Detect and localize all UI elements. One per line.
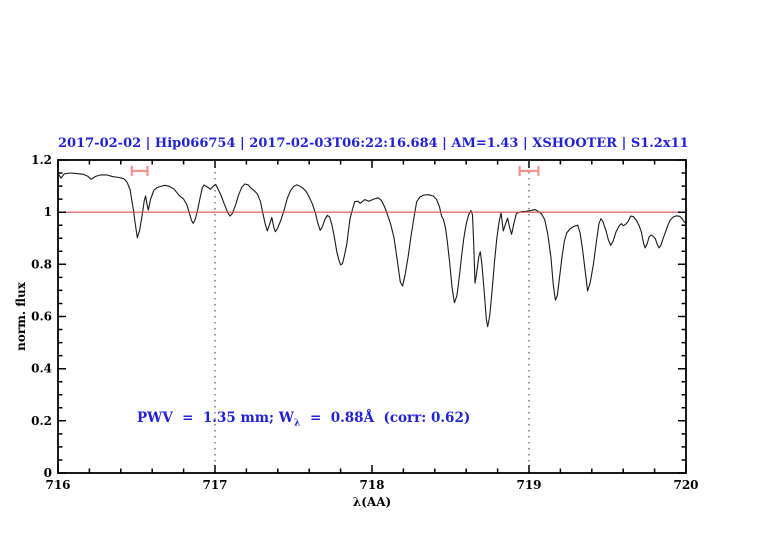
- x-tick-label-719: 719: [516, 478, 541, 492]
- x-tick-label-716: 716: [45, 478, 70, 492]
- telluric-range-marker-2: [518, 165, 540, 176]
- x-tick-label-718: 718: [359, 478, 384, 492]
- y-tick-label-0.6: 0.6: [31, 310, 52, 324]
- axis-ticks: [57, 159, 687, 474]
- pwv-annotation-lambda-subscript: λ: [293, 417, 301, 429]
- pwv-annotation: PWV = 1.35 mm; Wλ = 0.88Å (corr: 0.62): [137, 410, 470, 429]
- x-axis-label: λ(AA): [352, 495, 392, 509]
- plot-title: 2017-02-02 | Hip066754 | 2017-02-03T06:2…: [58, 136, 689, 151]
- y-tick-label-1.2: 1.2: [31, 153, 52, 167]
- y-tick-label-0.8: 0.8: [31, 257, 52, 271]
- pwv-annotation-pre: PWV = 1.35 mm; W: [137, 410, 294, 426]
- y-tick-label-0: 0: [44, 466, 52, 480]
- pwv-annotation-post: = 0.88Å (corr: 0.62): [300, 410, 471, 426]
- y-tick-label-1: 1: [44, 205, 52, 219]
- y-tick-label-0.4: 0.4: [31, 362, 52, 376]
- y-tick-label-0.2: 0.2: [31, 414, 52, 428]
- x-tick-label-720: 720: [673, 478, 698, 492]
- x-tick-label-717: 717: [202, 478, 227, 492]
- y-axis-label: norm. flux: [14, 282, 28, 351]
- spectrum-line: [57, 172, 687, 328]
- telluric-range-marker-1: [130, 165, 149, 176]
